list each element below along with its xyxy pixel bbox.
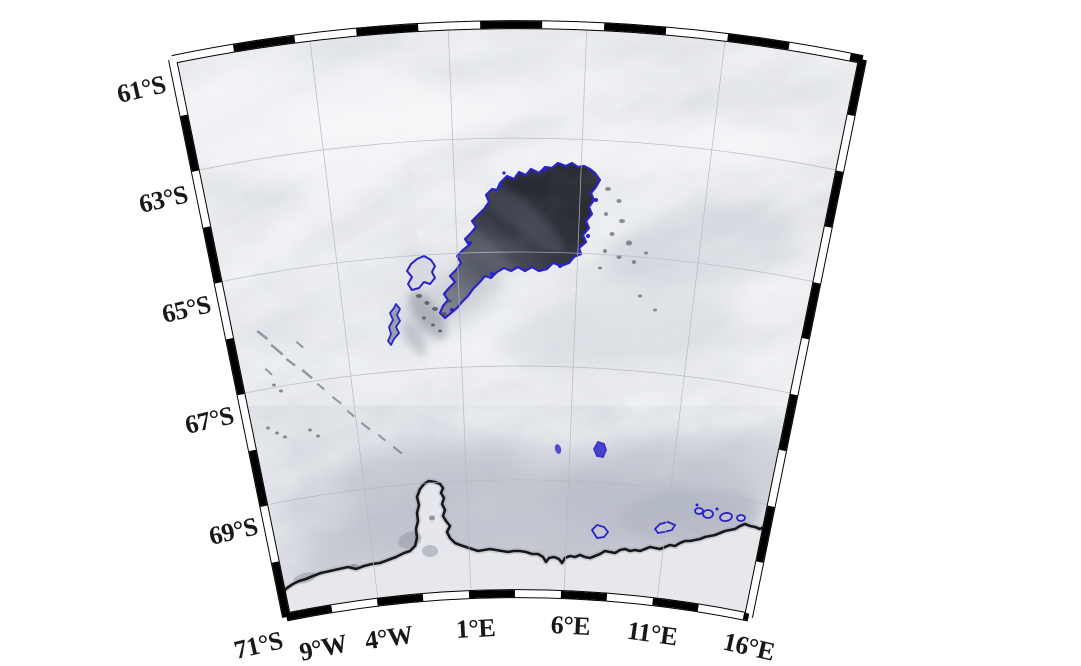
lon-label-1e: 1°E — [455, 613, 496, 644]
lon-label-6e: 6°E — [550, 610, 591, 641]
lon-label-16e: 16°E — [720, 627, 777, 666]
polynya-blue-contour — [438, 161, 602, 320]
graticule — [195, 25, 840, 603]
polynya-streak-contour — [387, 303, 401, 346]
coastline — [279, 479, 782, 596]
lon-label-11e: 11°E — [625, 616, 679, 652]
longitude-labels: 9°W 4°W 1°E 6°E 11°E 16°E — [297, 610, 778, 666]
lat-label-61s: 61°S — [114, 70, 168, 109]
map-neatline — [168, 20, 867, 622]
ice-leads-specks — [256, 187, 657, 455]
lon-label-4w: 4°W — [363, 620, 415, 655]
lat-label-69s: 69°S — [206, 512, 260, 551]
cloud-patches — [172, 60, 849, 396]
coastal-polynya-contours — [554, 440, 746, 539]
secondary-polynya-contours — [387, 255, 452, 346]
polynya-ring-contour — [406, 255, 436, 291]
lon-label-9w: 9°W — [297, 628, 350, 666]
lat-label-63s: 63°S — [136, 180, 190, 219]
lat-label-67s: 67°S — [182, 401, 236, 440]
lat-label-65s: 65°S — [159, 290, 213, 329]
lat-label-71s: 71°S — [231, 626, 285, 665]
contour-beads — [450, 168, 598, 312]
